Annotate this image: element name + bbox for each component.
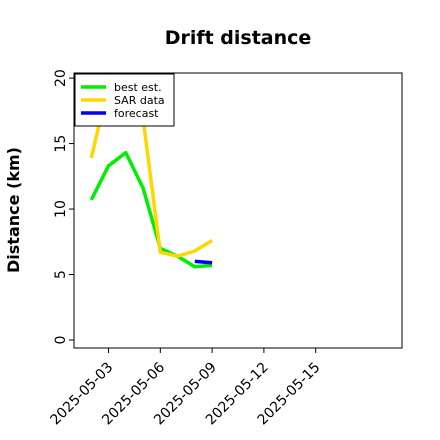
y-tick-label-3: 15: [53, 135, 69, 153]
series-line-2: [194, 259, 213, 265]
chart-title: Drift distance: [165, 27, 312, 49]
y-tick-label-2: 10: [53, 200, 69, 218]
series-line-0: [89, 150, 213, 269]
x-axis: 2025-05-032025-05-062025-05-092025-05-12…: [48, 348, 324, 428]
y-axis-label: Distance (km): [4, 147, 23, 273]
legend-label-1: SAR data: [114, 94, 165, 107]
legend-label-0: best est.: [114, 81, 162, 94]
y-tick-label-1: 5: [53, 270, 69, 279]
legend-label-2: forecast: [114, 107, 159, 120]
y-tick-label-0: 0: [53, 336, 69, 345]
y-axis: 0 5 10 15 20: [53, 69, 74, 344]
y-tick-label-4: 20: [53, 69, 69, 87]
plot-frame: [73, 72, 403, 349]
